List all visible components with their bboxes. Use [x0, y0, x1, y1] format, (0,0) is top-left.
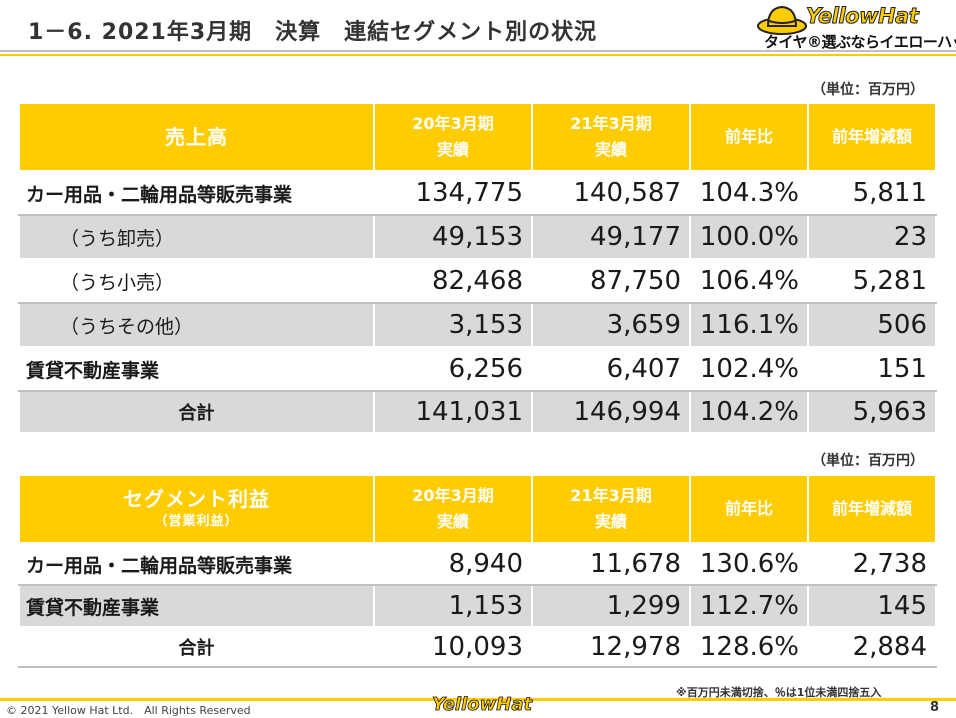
header-prev-year: 20年3月期 実績: [373, 474, 533, 544]
table-row: （うち小売） 82,468 87,750 106.4% 5,281: [18, 258, 937, 304]
row-label: （うち卸売）: [18, 214, 375, 260]
cell-curr: 49,177: [531, 214, 691, 260]
cell-yoy: 104.2%: [689, 390, 809, 434]
header-segment-sub: （営業利益）: [154, 514, 239, 529]
table1-unit: （単位：百万円）: [812, 82, 924, 98]
cell-yoy: 116.1%: [689, 302, 809, 348]
row-label: カー用品・二輪用品等販売事業: [18, 170, 375, 216]
header-prev-year-line1: 20年3月期: [412, 486, 494, 505]
table-row: （うちその他） 3,153 3,659 116.1% 506: [18, 302, 937, 348]
header-segment: セグメント利益 （営業利益）: [18, 474, 375, 544]
hat-icon: [757, 5, 807, 35]
cell-curr: 146,994: [531, 390, 691, 434]
header-curr-year-line1: 21年3月期: [570, 486, 652, 505]
cell-diff: 23: [807, 214, 937, 260]
copyright: © 2021 Yellow Hat Ltd. All Rights Reserv…: [6, 704, 251, 717]
cell-diff: 2,738: [807, 542, 937, 586]
total-label: 合計: [18, 626, 375, 668]
cell-prev: 6,256: [373, 346, 533, 392]
profit-header-row: セグメント利益 （営業利益） 20年3月期 実績 21年3月期 実績 前年比 前…: [18, 474, 937, 544]
page-title: 1－6. 2021年3月期 決算 連結セグメント別の状況: [28, 20, 598, 45]
cell-yoy: 130.6%: [689, 542, 809, 586]
table-row: 賃貸不動産事業 6,256 6,407 102.4% 151: [18, 346, 937, 392]
cell-prev: 1,153: [373, 584, 533, 628]
cell-curr: 1,299: [531, 584, 691, 628]
cell-prev: 3,153: [373, 302, 533, 348]
row-label: 賃貸不動産事業: [18, 346, 375, 392]
header-curr-year-line1: 21年3月期: [570, 114, 652, 133]
footer-bar: [0, 698, 956, 717]
header-yoy: 前年比: [689, 474, 809, 544]
cell-prev: 8,940: [373, 542, 533, 586]
logo-wordmark: YellowHat: [805, 4, 919, 29]
sales-table: 売上高 20年3月期 実績 21年3月期 実績 前年比 前年増減額 カー用品・二…: [18, 102, 937, 434]
cell-curr: 6,407: [531, 346, 691, 392]
footnote: ※百万円未満切捨、％は1位未満四捨五入: [676, 686, 882, 699]
table-row: カー用品・二輪用品等販売事業 134,775 140,587 104.3% 5,…: [18, 170, 937, 216]
cell-yoy: 128.6%: [689, 626, 809, 668]
table-row: 賃貸不動産事業 1,153 1,299 112.7% 145: [18, 584, 937, 628]
logo-tagline: タイヤ®選ぶならイエローハット: [764, 33, 956, 51]
cell-diff: 5,963: [807, 390, 937, 434]
header-diff: 前年増減額: [807, 474, 937, 544]
cell-diff: 5,811: [807, 170, 937, 216]
header-prev-year: 20年3月期 実績: [373, 102, 533, 172]
cell-curr: 87,750: [531, 258, 691, 304]
cell-diff: 151: [807, 346, 937, 392]
cell-prev: 141,031: [373, 390, 533, 434]
header-segment: 売上高: [18, 102, 375, 172]
header-yoy: 前年比: [689, 102, 809, 172]
title-underline: [0, 50, 956, 60]
table-row: カー用品・二輪用品等販売事業 8,940 11,678 130.6% 2,738: [18, 542, 937, 586]
cell-yoy: 112.7%: [689, 584, 809, 628]
header-curr-year: 21年3月期 実績: [531, 102, 691, 172]
header-diff: 前年増減額: [807, 102, 937, 172]
row-label: （うち小売）: [18, 258, 375, 304]
cell-prev: 82,468: [373, 258, 533, 304]
row-label: 賃貸不動産事業: [18, 584, 375, 628]
header-prev-year-line2: 実績: [436, 140, 469, 159]
header-curr-year: 21年3月期 実績: [531, 474, 691, 544]
header-prev-year-line2: 実績: [436, 512, 469, 531]
cell-diff: 5,281: [807, 258, 937, 304]
cell-yoy: 102.4%: [689, 346, 809, 392]
cell-curr: 12,978: [531, 626, 691, 668]
company-logo: YellowHat タイヤ®選ぶならイエローハット: [756, 2, 956, 52]
segment-profit-table: セグメント利益 （営業利益） 20年3月期 実績 21年3月期 実績 前年比 前…: [18, 474, 937, 668]
cell-prev: 49,153: [373, 214, 533, 260]
cell-diff: 506: [807, 302, 937, 348]
page-number: 8: [930, 700, 940, 715]
cell-prev: 134,775: [373, 170, 533, 216]
cell-diff: 145: [807, 584, 937, 628]
cell-curr: 11,678: [531, 542, 691, 586]
total-row: 合計 141,031 146,994 104.2% 5,963: [18, 390, 937, 434]
cell-yoy: 104.3%: [689, 170, 809, 216]
sales-header-row: 売上高 20年3月期 実績 21年3月期 実績 前年比 前年増減額: [18, 102, 937, 172]
cell-prev: 10,093: [373, 626, 533, 668]
row-label: カー用品・二輪用品等販売事業: [18, 542, 375, 586]
table-row: （うち卸売） 49,153 49,177 100.0% 23: [18, 214, 937, 260]
header-prev-year-line1: 20年3月期: [412, 114, 494, 133]
cell-yoy: 100.0%: [689, 214, 809, 260]
header-curr-year-line2: 実績: [594, 140, 627, 159]
cell-curr: 3,659: [531, 302, 691, 348]
header-curr-year-line2: 実績: [594, 512, 627, 531]
total-row: 合計 10,093 12,978 128.6% 2,884: [18, 626, 937, 668]
cell-curr: 140,587: [531, 170, 691, 216]
row-label: （うちその他）: [18, 302, 375, 348]
total-label: 合計: [18, 390, 375, 434]
cell-yoy: 106.4%: [689, 258, 809, 304]
footer-logo: YellowHat: [432, 694, 533, 716]
table2-unit: （単位：百万円）: [812, 453, 924, 469]
header-segment-main: セグメント利益: [123, 487, 270, 511]
cell-diff: 2,884: [807, 626, 937, 668]
